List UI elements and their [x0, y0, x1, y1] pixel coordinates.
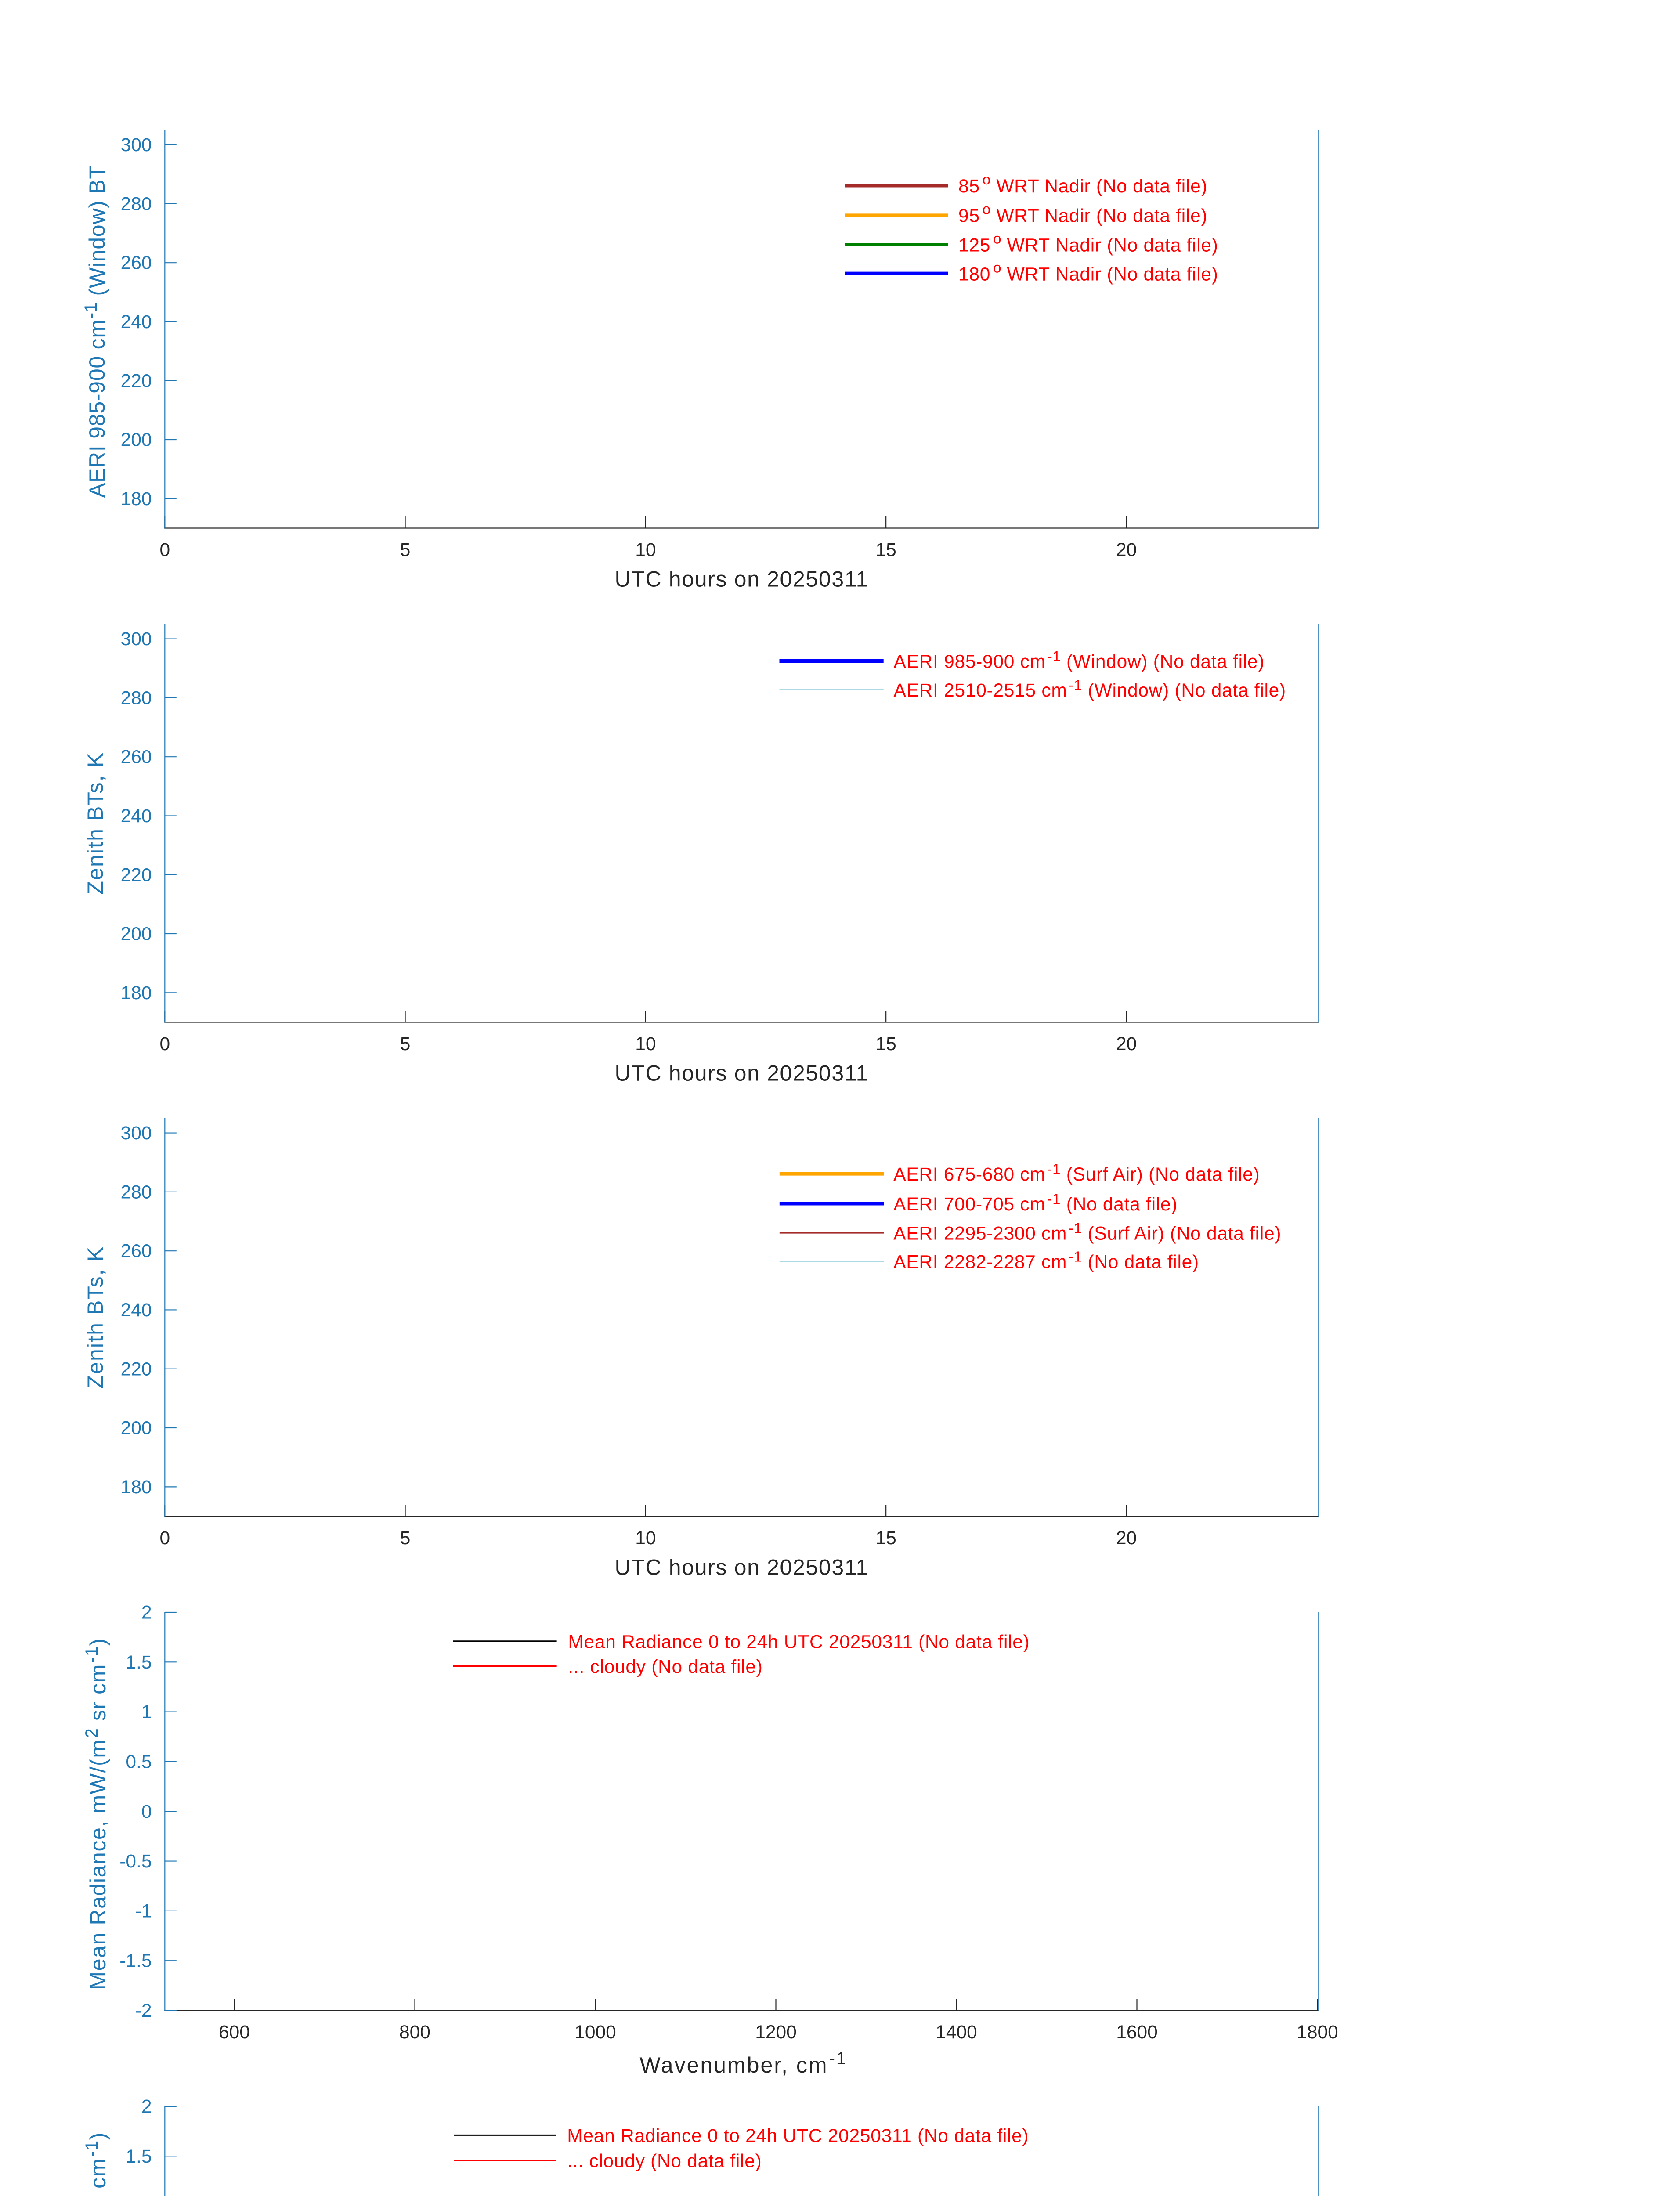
svg-text:10: 10 [635, 1034, 656, 1055]
svg-text:0.5: 0.5 [126, 1752, 152, 1772]
svg-text:AERI 700-705 cm-1 (No data fil: AERI 700-705 cm -1 (No data file) [893, 1191, 1178, 1215]
svg-text:260: 260 [121, 1241, 152, 1262]
svg-text:AERI 2295-2300 cm-1 (Surf Air): AERI 2295-2300 cm -1 (Surf Air) (No data … [893, 1220, 1281, 1244]
svg-text:5: 5 [400, 540, 411, 560]
svg-text:0: 0 [159, 1528, 170, 1549]
svg-text:1600: 1600 [1116, 2022, 1158, 2043]
svg-text:220: 220 [121, 865, 152, 885]
svg-text:UTC hours on 20250311: UTC hours on 20250311 [615, 567, 869, 592]
svg-text:Zenith BTs, K: Zenith BTs, K [83, 752, 108, 895]
svg-text:85o WRT Nadir (No data file): 85 o WRT Nadir (No data file) [958, 171, 1207, 197]
svg-text:Mean Radiance, mW/(m2 sr cm-1): Mean Radiance, mW/(m2 sr cm-1) [82, 1638, 110, 1990]
svg-text:15: 15 [876, 1034, 896, 1055]
svg-text:10: 10 [635, 1528, 656, 1549]
svg-text:300: 300 [121, 1123, 152, 1144]
svg-text:200: 200 [121, 430, 152, 451]
svg-text:280: 280 [121, 688, 152, 708]
svg-text:300: 300 [121, 629, 152, 650]
svg-text:0: 0 [159, 540, 170, 560]
svg-text:180: 180 [121, 983, 152, 1004]
svg-text:1200: 1200 [755, 2022, 797, 2043]
svg-text:-2: -2 [135, 2001, 152, 2021]
svg-text:2: 2 [141, 2097, 152, 2117]
svg-text:-0.5: -0.5 [119, 1851, 152, 1872]
svg-text:20: 20 [1116, 1034, 1137, 1055]
svg-text:Zenith BTs, K: Zenith BTs, K [83, 1246, 108, 1389]
svg-text:1000: 1000 [574, 2022, 616, 2043]
svg-text:2: 2 [141, 1603, 152, 1623]
svg-text:0: 0 [141, 1802, 152, 1822]
svg-text:280: 280 [121, 1182, 152, 1203]
svg-text:AERI 2282-2287 cm-1 (No data f: AERI 2282-2287 cm -1 (No data file) [893, 1249, 1199, 1273]
svg-text:240: 240 [121, 1300, 152, 1321]
svg-text:Wavenumber, cm-1: Wavenumber, cm-1 [639, 2049, 847, 2077]
svg-text:Mean Radiance 0 to 24h UTC 202: Mean Radiance 0 to 24h UTC 20250311 (No … [567, 2126, 1029, 2146]
svg-text:300: 300 [121, 135, 152, 155]
svg-text:1800: 1800 [1297, 2022, 1338, 2043]
svg-text:Mean Radiance, mW/(m2 sr cm-1): Mean Radiance, mW/(m2 sr cm-1) [82, 2132, 110, 2196]
svg-text:220: 220 [121, 1359, 152, 1380]
svg-text:10: 10 [635, 540, 656, 560]
svg-text:... cloudy (No data file): ... cloudy (No data file) [568, 1657, 762, 1677]
svg-text:95o WRT Nadir (No data file): 95 o WRT Nadir (No data file) [958, 201, 1207, 227]
svg-text:5: 5 [400, 1034, 411, 1055]
svg-text:Mean Radiance 0 to 24h UTC 202: Mean Radiance 0 to 24h UTC 20250311 (No … [568, 1632, 1030, 1652]
svg-text:600: 600 [219, 2022, 250, 2043]
svg-text:20: 20 [1116, 1528, 1137, 1549]
svg-text:180: 180 [121, 489, 152, 509]
svg-text:200: 200 [121, 1418, 152, 1439]
svg-text:-1.5: -1.5 [119, 1951, 152, 1972]
svg-text:200: 200 [121, 924, 152, 945]
svg-text:AERI 985-900 cm-1 (Window) (No: AERI 985-900 cm -1 (Window) (No data file… [894, 648, 1265, 672]
svg-text:... cloudy (No data file): ... cloudy (No data file) [567, 2151, 762, 2171]
svg-text:240: 240 [121, 806, 152, 827]
svg-text:-1: -1 [135, 1901, 152, 1922]
svg-text:260: 260 [121, 747, 152, 768]
svg-text:0: 0 [159, 1034, 170, 1055]
svg-text:180: 180 [121, 1477, 152, 1498]
svg-text:AERI 2510-2515 cm-1 (Window) (: AERI 2510-2515 cm -1 (Window) (No data fi… [894, 677, 1286, 701]
svg-text:20: 20 [1116, 540, 1137, 560]
svg-text:240: 240 [121, 312, 152, 332]
svg-text:AERI 675-680 cm-1 (Surf Air) (: AERI 675-680 cm -1 (Surf Air) (No data fi… [893, 1161, 1260, 1185]
svg-text:5: 5 [400, 1528, 411, 1549]
svg-text:1.5: 1.5 [126, 2146, 152, 2167]
svg-text:1: 1 [141, 1702, 152, 1723]
svg-text:15: 15 [876, 1528, 896, 1549]
svg-text:800: 800 [399, 2022, 430, 2043]
svg-text:UTC hours on 20250311: UTC hours on 20250311 [615, 1555, 869, 1580]
svg-text:15: 15 [876, 540, 896, 560]
svg-text:260: 260 [121, 253, 152, 274]
svg-text:AERI 985-900 cm-1 (Window) BT: AERI 985-900 cm-1 (Window) BT [81, 165, 109, 498]
svg-text:1400: 1400 [936, 2022, 977, 2043]
svg-text:UTC hours on 20250311: UTC hours on 20250311 [615, 1061, 869, 1086]
svg-text:280: 280 [121, 194, 152, 214]
svg-text:1.5: 1.5 [126, 1652, 152, 1673]
svg-text:220: 220 [121, 371, 152, 391]
